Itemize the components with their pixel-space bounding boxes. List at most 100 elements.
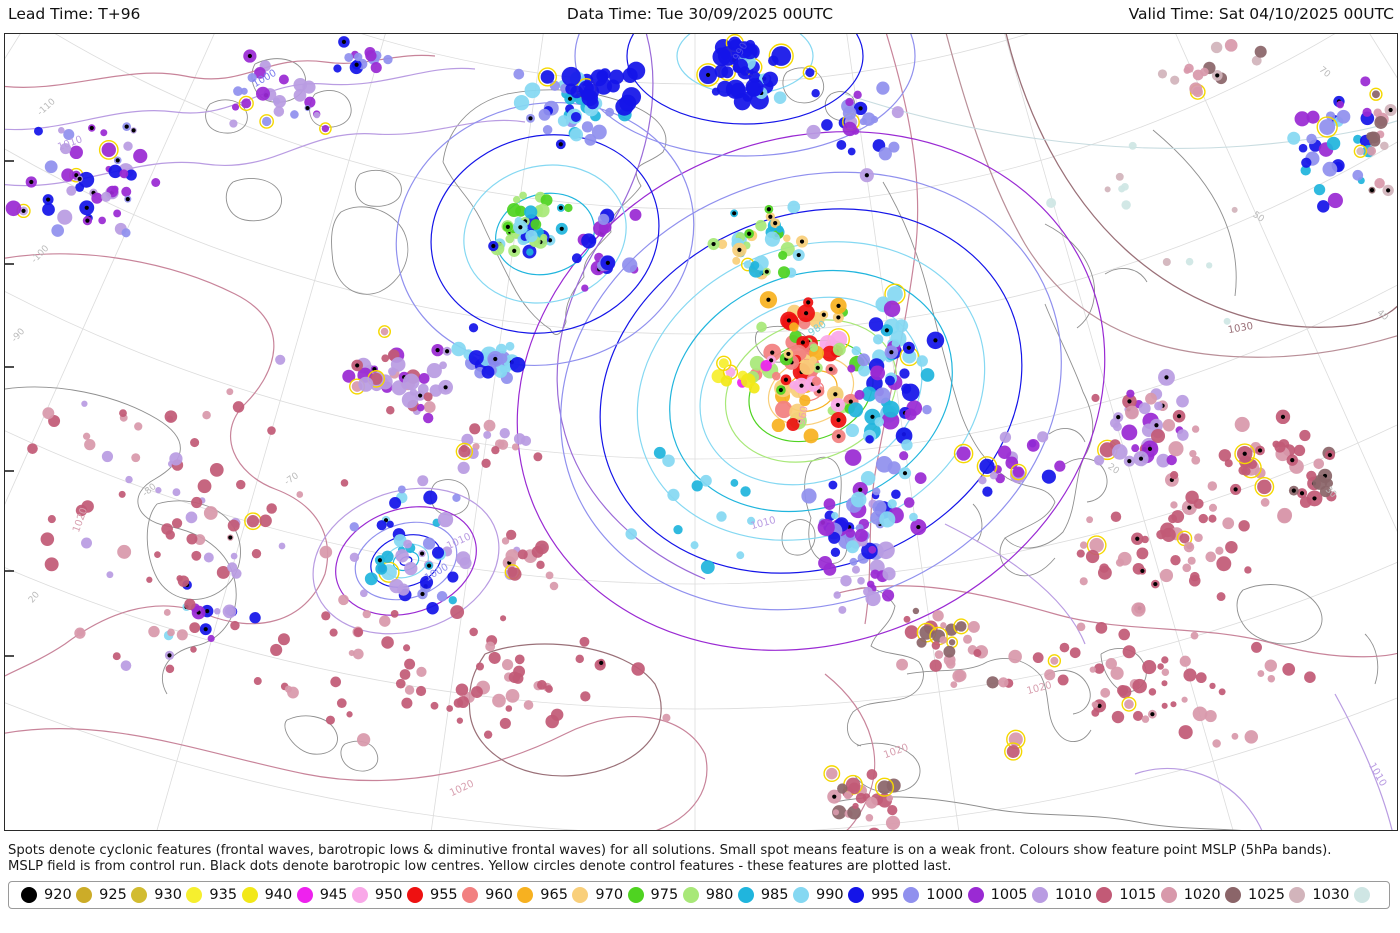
graticule-label: 20 <box>27 590 42 605</box>
map-canvas: 1010100099098096010101000101010201020102… <box>5 34 1397 830</box>
legend-item: 930 <box>131 887 182 903</box>
legend-dot <box>462 887 479 903</box>
legend-value: 985 <box>760 887 789 903</box>
cluster-davis-blue <box>451 323 526 384</box>
legend-value: 960 <box>485 887 513 903</box>
graticule-label: 40 <box>1375 308 1390 323</box>
cluster-wgreenland-green <box>488 191 573 259</box>
legend-item: 975 <box>627 887 679 903</box>
graticule-layer <box>5 34 1397 830</box>
legend-value: 920 <box>44 887 72 903</box>
contour-layer <box>5 34 1397 830</box>
graticule-label: -70 <box>283 471 301 488</box>
legend-value: 1000 <box>926 887 964 903</box>
header-bar: Lead Time: T+96 Data Time: Tue 30/09/202… <box>0 0 1400 32</box>
cluster-med-rose <box>967 602 1316 761</box>
cluster-cyan-sparse-mid <box>625 446 756 575</box>
cluster-kara-blue <box>1287 76 1375 213</box>
contour-label: 1020 <box>448 778 476 799</box>
legend-item: 925 <box>76 887 127 903</box>
legend-value: 935 <box>209 887 238 903</box>
cluster-na-rose <box>27 354 364 699</box>
legend-value: 995 <box>871 887 899 903</box>
lead-time-label: Lead Time: T+96 <box>8 5 141 23</box>
cluster-storm-magenta <box>711 355 772 394</box>
map-frame: 1010 1000 990 980 960 1010 1000 1010 1020 1020 102… <box>4 33 1398 831</box>
legend-value: 965 <box>540 887 568 903</box>
cluster-iberia-rose <box>896 607 999 689</box>
legend-value: 1015 <box>1119 887 1157 903</box>
legend-dot <box>572 887 589 903</box>
cluster-arctic-purple-west <box>5 122 161 238</box>
legend-dot <box>131 887 148 903</box>
legend-item: 920 <box>21 887 72 903</box>
legend-dot <box>737 887 754 903</box>
coastline-layer <box>5 58 1379 830</box>
legend-value: 925 <box>99 887 127 903</box>
legend-dot <box>967 887 984 903</box>
legend-value: 950 <box>374 887 403 903</box>
cluster-top-blue-small <box>333 36 393 75</box>
graticule-label: -80 <box>141 482 159 499</box>
legend-item: 955 <box>406 887 458 903</box>
cluster-uk-scatter-blue <box>817 451 927 554</box>
cluster-egreenland-blue <box>571 208 642 292</box>
caption-line-1: Spots denote cyclonic features (frontal … <box>8 843 1332 858</box>
cluster-right-mauve <box>1353 87 1397 197</box>
legend-item: 980 <box>682 887 734 903</box>
legend-item: 960 <box>462 887 513 903</box>
legend-item: 1025 <box>1225 887 1285 903</box>
legend-value: 930 <box>154 887 182 903</box>
low-pressure-rings <box>395 101 695 367</box>
legend-item: 1005 <box>967 887 1028 903</box>
legend-item: 950 <box>351 887 403 903</box>
legend-value: 990 <box>815 887 844 903</box>
legend-item: 965 <box>517 887 568 903</box>
legend-item: 970 <box>572 887 623 903</box>
legend-dot <box>903 887 920 903</box>
legend-dot <box>241 887 258 903</box>
legend-dot <box>517 887 534 903</box>
contour-label: 1020 <box>1026 680 1053 697</box>
legend-value: 1030 <box>1312 887 1350 903</box>
legend-item: 1015 <box>1096 887 1156 903</box>
legend-dot <box>1096 887 1113 903</box>
legend-item <box>1353 887 1377 903</box>
cluster-labrador-rose <box>455 419 543 474</box>
legend-value: 980 <box>705 887 734 903</box>
legend-value: 1020 <box>1183 887 1221 903</box>
legend-dot <box>1225 887 1242 903</box>
legend-dot <box>682 887 699 903</box>
caption-line-2: MSLP field is from control run. Black do… <box>8 859 952 874</box>
legend-value: 955 <box>429 887 458 903</box>
legend-value: 1025 <box>1248 887 1285 903</box>
graticule-label: -110 <box>36 97 58 118</box>
cluster-svalbard-purple <box>802 65 904 183</box>
legend-value: 970 <box>595 887 624 903</box>
cluster-pale-teal <box>1046 141 1238 325</box>
valid-time-label: Valid Time: Sat 04/10/2025 00UTC <box>1128 5 1394 23</box>
cluster-europe-rose <box>1076 510 1252 602</box>
graticule-label: -90 <box>10 327 27 345</box>
legend-item: 1000 <box>903 887 963 903</box>
cluster-midatl-low <box>349 475 472 615</box>
legend-item: 1030 <box>1289 887 1349 903</box>
contour-label: 1030 <box>1227 321 1254 336</box>
legend-dot <box>406 887 423 903</box>
legend-item: 1020 <box>1160 887 1221 903</box>
cluster-morocco-brown <box>823 765 901 830</box>
legend-item: 935 <box>186 887 237 903</box>
cluster-blacksea-dark <box>1288 446 1336 508</box>
contour-label: 1020 <box>882 742 910 761</box>
legend-item: 990 <box>792 887 844 903</box>
cluster-storm-green-north <box>707 200 809 280</box>
legend-dot <box>1031 887 1048 903</box>
data-time-label: Data Time: Tue 30/09/2025 00UTC <box>566 5 834 23</box>
legend-value: 975 <box>650 887 679 903</box>
cluster-hudson-purple <box>342 325 454 424</box>
legend-dot <box>296 887 313 903</box>
legend-item: 995 <box>848 887 899 903</box>
legend-item: 1010 <box>1031 887 1092 903</box>
legend-dot <box>627 887 644 903</box>
